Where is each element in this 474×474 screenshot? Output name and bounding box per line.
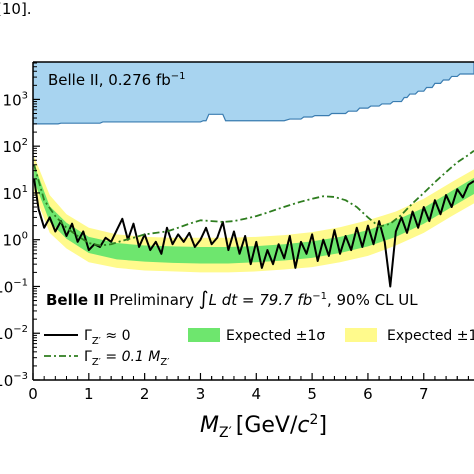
x-tick-label: 4	[252, 385, 262, 403]
y-tick-label: 101	[3, 184, 28, 203]
annotation-rest: Preliminary	[104, 291, 198, 309]
legend-dashdot-name: Γ	[84, 349, 92, 365]
legend-solid-rest: ≈ 0	[101, 328, 131, 344]
y-tick-label: 10−3	[0, 371, 28, 390]
legend-solid-name: Γ	[84, 328, 92, 344]
series-layer	[33, 149, 474, 288]
y-tick-exp: −1	[13, 277, 28, 288]
y-tick-exp: 0	[22, 231, 28, 242]
legend-swatch-band2	[345, 328, 377, 342]
x-axis-label: MZ′ [GeV/c2]	[200, 412, 327, 441]
excluded-region-label: Belle II, 0.276 fb−1	[48, 71, 186, 89]
y-tick-base: 10	[0, 278, 13, 296]
legend-label-band1: Expected ±1σ	[226, 328, 325, 344]
y-tick-exp: −3	[13, 371, 28, 382]
x-tick-label: 3	[196, 385, 206, 403]
y-tick-label: 100	[3, 231, 28, 250]
y-tick-base: 10	[3, 232, 22, 250]
x-axis-label-exp: 2	[310, 412, 319, 428]
excluded-region-label-exp: −1	[171, 71, 186, 82]
excluded-region-layer	[33, 62, 474, 125]
y-tick-base: 10	[3, 91, 22, 109]
x-axis-label-close: ]	[318, 413, 327, 438]
x-tick-label: 0	[28, 385, 38, 403]
legend-label-dashdot: ΓZ′ = 0.1 MZ′	[84, 349, 170, 368]
legend: ΓZ′ ≈ 0 Expected ±1σ Expected ±1σ ΓZ′ = …	[44, 328, 474, 368]
y-tick-base: 10	[3, 185, 22, 203]
annotation-tail: , 90% CL UL	[327, 291, 418, 309]
legend-label-solid: ΓZ′ ≈ 0	[84, 328, 130, 347]
excluded-region-label-text: Belle II, 0.276 fb	[48, 71, 171, 89]
annotation-integral: ∫	[199, 288, 209, 310]
y-tick-label: 10−1	[0, 277, 28, 296]
y-tick-label: 102	[3, 137, 28, 156]
y-tick-exp: −2	[13, 324, 28, 335]
y-ticks: 10310210110010−110−210−3	[0, 62, 40, 390]
legend-label-band2: Expected ±1σ	[387, 328, 474, 344]
annotation-formula-exp: −1	[312, 291, 327, 302]
x-axis-label-sub: Z′	[219, 425, 232, 441]
y-tick-exp: 1	[22, 184, 28, 195]
x-axis-label-c: c	[297, 413, 309, 438]
x-tick-label: 5	[307, 385, 317, 403]
legend-solid-sub: Z′	[92, 336, 102, 347]
x-tick-label: 6	[363, 385, 373, 403]
x-ticks: 0 1 2 3 4 5 6 7	[28, 373, 469, 403]
legend-dashdot-rest: = 0.1 M	[101, 349, 160, 365]
chart-annotation: Belle II Preliminary ∫L dt = 79.7 fb−1, …	[46, 288, 418, 310]
series-line-width-tenth	[33, 149, 474, 247]
legend-dashdot-sub: Z′	[92, 357, 102, 368]
y-tick-base: 10	[3, 138, 22, 156]
x-tick-label: 1	[84, 385, 94, 403]
y-tick-label: 10−2	[0, 324, 28, 343]
y-tick-base: 10	[0, 325, 13, 343]
x-axis-label-main: M	[200, 413, 219, 438]
x-axis-label-open: [GeV/	[236, 413, 298, 438]
excluded-region	[33, 62, 474, 125]
plot-area	[33, 62, 474, 288]
y-tick-base: 10	[0, 372, 13, 390]
y-tick-exp: 2	[22, 137, 28, 148]
legend-dashdot-sub2: Z′	[160, 357, 170, 368]
x-tick-label: 2	[140, 385, 150, 403]
x-tick-label: 7	[419, 385, 429, 403]
y-tick-label: 103	[3, 90, 28, 109]
annotation-bold: Belle II	[46, 291, 104, 309]
legend-swatch-band1	[188, 328, 220, 342]
corner-text: [10].	[0, 0, 32, 18]
y-tick-exp: 3	[22, 90, 28, 101]
series-line-width-zero	[33, 178, 474, 288]
annotation-formula: L dt = 79.7 fb	[209, 291, 313, 309]
